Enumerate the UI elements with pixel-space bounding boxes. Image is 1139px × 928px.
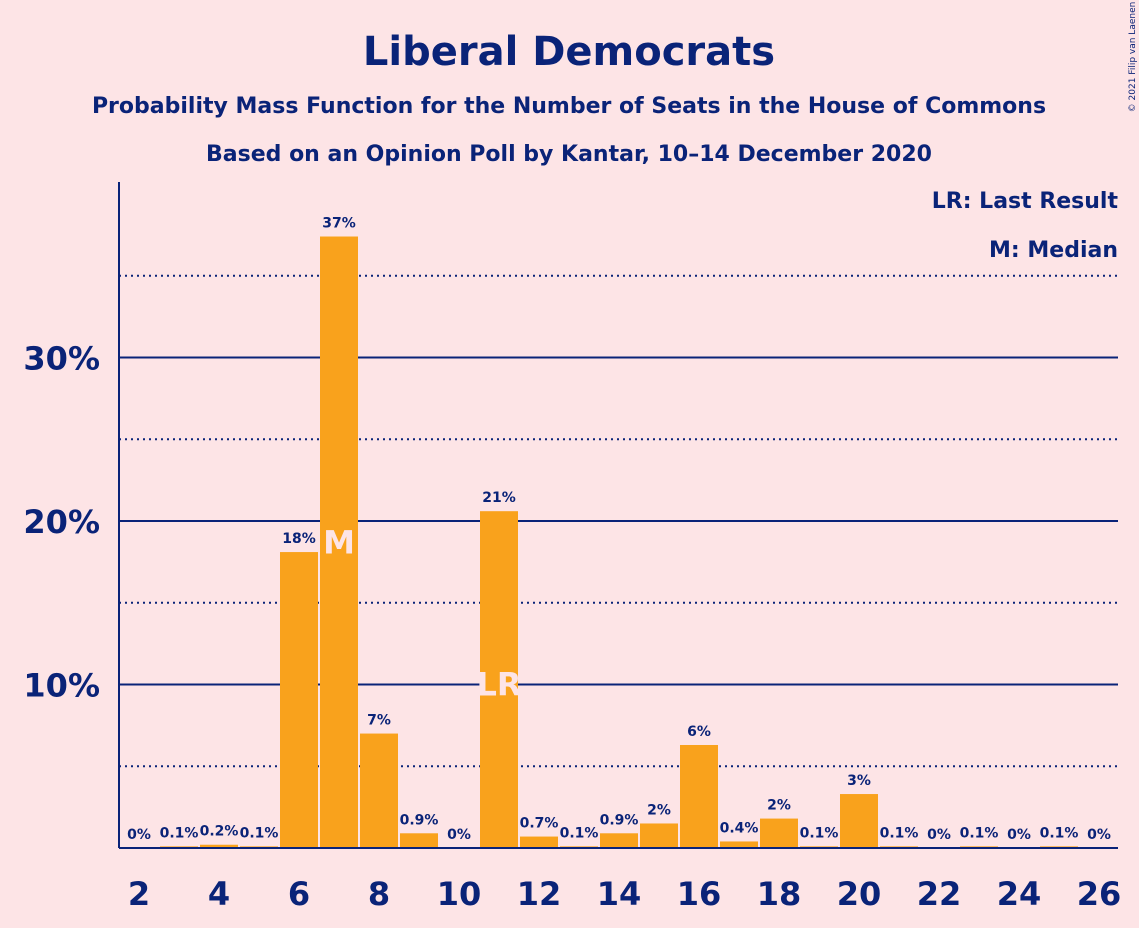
- x-tick-label: 4: [208, 875, 230, 913]
- bar-value-label: 2%: [767, 798, 791, 814]
- bar-value-label: 2%: [647, 802, 671, 818]
- bar-seats-18: [760, 818, 798, 848]
- chart-source-line: Based on an Opinion Poll by Kantar, 10–1…: [206, 142, 932, 167]
- last-result-marker: LR: [476, 666, 521, 704]
- chart-subtitle: Probability Mass Function for the Number…: [92, 94, 1046, 119]
- bar-value-label: 0%: [447, 827, 471, 843]
- bar-seats-15: [640, 823, 678, 848]
- x-tick-label: 22: [917, 875, 962, 913]
- x-tick-label: 18: [757, 875, 802, 913]
- bar-value-label: 0.2%: [200, 824, 239, 840]
- bar-value-label: 0.9%: [600, 812, 639, 828]
- bar-value-label: 0.9%: [400, 812, 439, 828]
- y-tick-label: 20%: [23, 503, 100, 541]
- bar-value-label: 0.7%: [520, 816, 559, 832]
- x-tick-label: 2: [128, 875, 150, 913]
- bar-value-label: 0.1%: [800, 825, 839, 841]
- grid-lines: [119, 274, 1118, 768]
- x-tick-label: 24: [997, 875, 1042, 913]
- legend-median: M: Median: [989, 238, 1118, 263]
- bar-value-label: 7%: [367, 713, 391, 729]
- bar-value-label: 3%: [847, 773, 871, 789]
- x-tick-label: 20: [837, 875, 882, 913]
- bar-seats-9: [400, 833, 438, 848]
- bar-value-label: 0.4%: [720, 820, 759, 836]
- x-tick-label: 10: [437, 875, 482, 913]
- bar-seats-14: [600, 833, 638, 848]
- x-tick-label: 12: [517, 875, 562, 913]
- bar-value-label: 0.1%: [160, 825, 199, 841]
- median-marker: M: [323, 523, 355, 561]
- bar-value-label: 0.1%: [240, 825, 279, 841]
- bar-seats-16: [680, 744, 718, 848]
- bar-value-label: 0.1%: [560, 825, 599, 841]
- bar-seats-4: [200, 844, 238, 848]
- bar-value-label: 0%: [927, 827, 951, 843]
- x-tick-label: 26: [1077, 875, 1122, 913]
- bar-seats-8: [360, 733, 398, 848]
- chart-title: Liberal Democrats: [363, 29, 775, 75]
- y-tick-label: 30%: [23, 340, 100, 378]
- bar-seats-7: [320, 236, 358, 848]
- bar-value-label: 18%: [282, 531, 316, 547]
- bar-seats-17: [720, 841, 758, 848]
- legend-last-result: LR: Last Result: [932, 189, 1119, 214]
- bar-value-label: 0.1%: [880, 825, 919, 841]
- bars: [160, 236, 1078, 848]
- x-tick-label: 6: [288, 875, 310, 913]
- bar-seats-12: [520, 836, 558, 848]
- bar-value-labels: 0% 0.1% 0.2% 0.1%18%37%7%0.9%0%21%0.7%0.1%0…: [127, 216, 1111, 843]
- y-tick-label: 10%: [23, 667, 100, 705]
- bar-seats-20: [840, 794, 878, 848]
- bar-seats-11: [480, 511, 518, 848]
- copyright-note: © 2021 Filip van Laenen: [1128, 2, 1138, 113]
- bar-value-label: 0%: [127, 827, 151, 843]
- bar-value-label: 0%: [1087, 827, 1111, 843]
- x-tick-label: 14: [597, 875, 642, 913]
- x-tick-label: 16: [677, 875, 722, 913]
- bar-value-label: 0.1%: [960, 825, 999, 841]
- bar-value-label: 21%: [482, 490, 516, 506]
- bar-value-label: 0.1%: [1040, 825, 1079, 841]
- x-tick-label: 8: [368, 875, 390, 913]
- bar-value-label: 37%: [322, 216, 356, 232]
- bar-value-label: 6%: [687, 724, 711, 740]
- bar-value-label: 0%: [1007, 827, 1031, 843]
- bar-seats-6: [280, 552, 318, 848]
